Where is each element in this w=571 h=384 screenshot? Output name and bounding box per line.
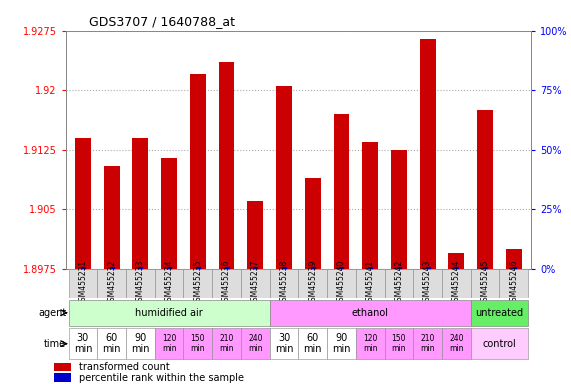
Bar [155, 328, 183, 359]
Text: 60
min: 60 min [303, 333, 322, 354]
Text: transformed count: transformed count [79, 362, 170, 372]
Text: 210
min: 210 min [219, 334, 234, 353]
Text: 150
min: 150 min [191, 334, 205, 353]
Bar [500, 269, 528, 298]
Bar [183, 328, 212, 359]
Bar [54, 373, 71, 382]
Bar [356, 269, 384, 298]
Bar [241, 269, 270, 298]
Text: 30
min: 30 min [275, 333, 293, 354]
Bar [54, 362, 71, 371]
Bar [333, 114, 349, 269]
Bar [327, 269, 356, 298]
Text: percentile rank within the sample: percentile rank within the sample [79, 373, 244, 383]
Bar [161, 158, 177, 269]
Text: GSM455236: GSM455236 [222, 260, 231, 306]
Bar [126, 269, 155, 298]
Bar [276, 86, 292, 269]
Bar [270, 300, 471, 326]
Text: GSM455243: GSM455243 [423, 260, 432, 306]
Text: GDS3707 / 1640788_at: GDS3707 / 1640788_at [89, 15, 235, 28]
Bar [132, 138, 148, 269]
Text: 90
min: 90 min [131, 333, 150, 354]
Text: GSM455245: GSM455245 [481, 260, 489, 306]
Bar [69, 328, 97, 359]
Bar [69, 300, 270, 326]
Text: GSM455239: GSM455239 [308, 260, 317, 306]
Bar [442, 328, 471, 359]
Bar [305, 177, 320, 269]
Text: 120
min: 120 min [363, 334, 377, 353]
Text: control: control [482, 339, 516, 349]
Text: GSM455235: GSM455235 [194, 260, 202, 306]
Bar [298, 328, 327, 359]
Bar [413, 269, 442, 298]
Bar [477, 110, 493, 269]
Text: GSM455237: GSM455237 [251, 260, 260, 306]
Bar [270, 328, 299, 359]
Text: GSM455240: GSM455240 [337, 260, 346, 306]
Text: GSM455242: GSM455242 [395, 260, 403, 306]
Bar [219, 63, 235, 269]
Text: agent: agent [38, 308, 66, 318]
Text: GSM455241: GSM455241 [365, 260, 375, 306]
Text: GSM455244: GSM455244 [452, 260, 461, 306]
Bar [97, 328, 126, 359]
Text: time: time [44, 339, 66, 349]
Bar [212, 269, 241, 298]
Bar [69, 269, 97, 298]
Bar [298, 269, 327, 298]
Text: ethanol: ethanol [352, 308, 389, 318]
Bar [471, 300, 528, 326]
Bar [471, 328, 528, 359]
Text: 120
min: 120 min [162, 334, 176, 353]
Bar [448, 253, 464, 269]
Bar [384, 269, 413, 298]
Bar [442, 269, 471, 298]
Bar [327, 328, 356, 359]
Bar [190, 74, 206, 269]
Text: 30
min: 30 min [74, 333, 92, 354]
Bar [391, 150, 407, 269]
Text: GSM455246: GSM455246 [509, 260, 518, 306]
Bar [270, 269, 299, 298]
Bar [97, 269, 126, 298]
Bar [506, 249, 522, 269]
Text: 210
min: 210 min [420, 334, 435, 353]
Text: GSM455234: GSM455234 [164, 260, 174, 306]
Text: GSM455238: GSM455238 [279, 260, 288, 306]
Text: humidified air: humidified air [135, 308, 203, 318]
Text: GSM455231: GSM455231 [78, 260, 87, 306]
Bar [356, 328, 384, 359]
Bar [212, 328, 241, 359]
Bar [126, 328, 155, 359]
Bar [155, 269, 183, 298]
Bar [241, 328, 270, 359]
Text: untreated: untreated [476, 308, 524, 318]
Text: 240
min: 240 min [248, 334, 263, 353]
Bar [471, 269, 500, 298]
Bar [362, 142, 378, 269]
Text: GSM455232: GSM455232 [107, 260, 116, 306]
Text: 150
min: 150 min [392, 334, 406, 353]
Text: GSM455233: GSM455233 [136, 260, 145, 306]
Text: 90
min: 90 min [332, 333, 351, 354]
Bar [247, 201, 263, 269]
Bar [183, 269, 212, 298]
Text: 240
min: 240 min [449, 334, 464, 353]
Bar [104, 166, 119, 269]
Bar [420, 39, 436, 269]
Bar [413, 328, 442, 359]
Bar [384, 328, 413, 359]
Text: 60
min: 60 min [102, 333, 121, 354]
Bar [75, 138, 91, 269]
